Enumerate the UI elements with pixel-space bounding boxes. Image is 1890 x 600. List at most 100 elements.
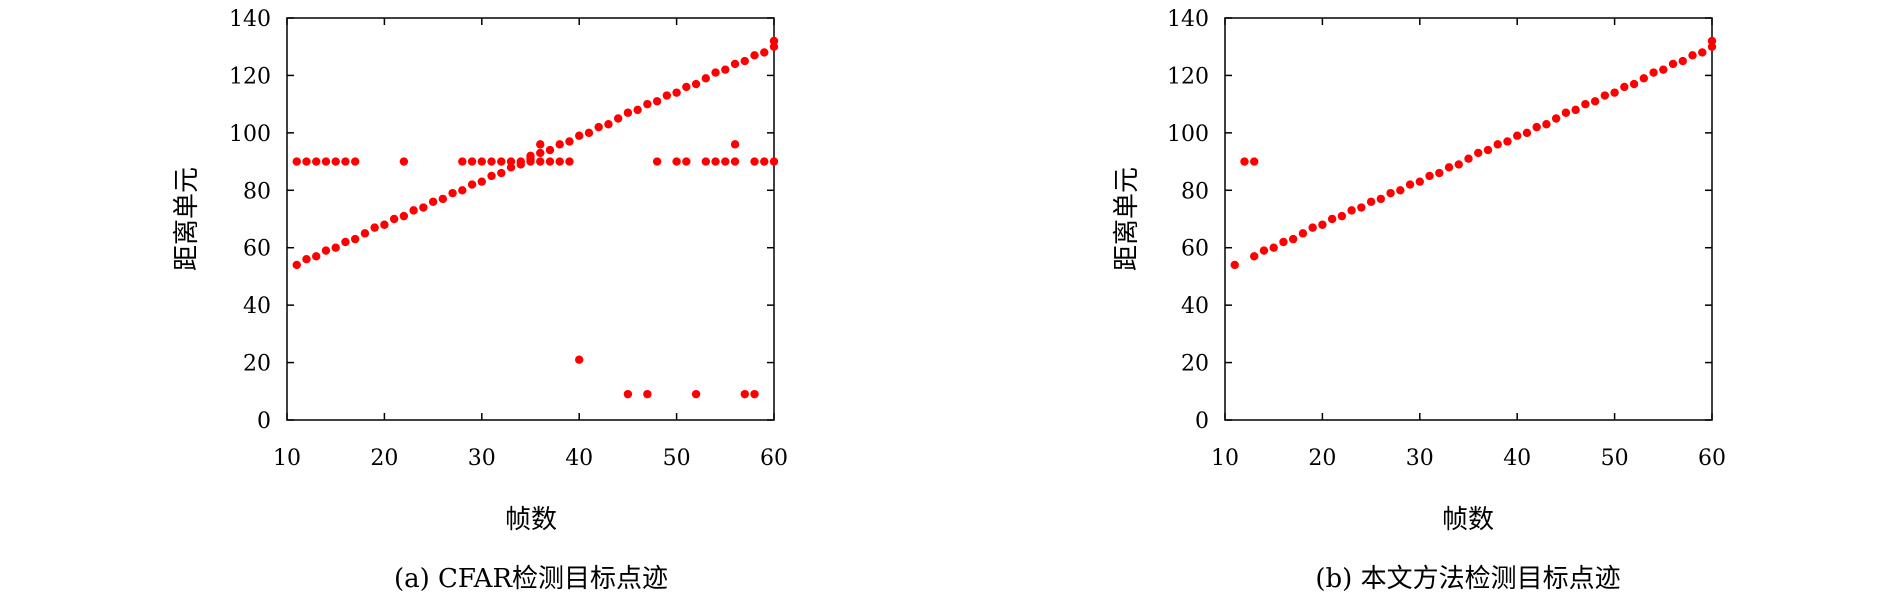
x-tick-label: 60 <box>1698 446 1726 471</box>
y-tick-label: 40 <box>1181 294 1209 319</box>
data-point <box>428 197 438 206</box>
data-point <box>1250 252 1259 261</box>
data-point <box>1590 97 1600 106</box>
data-point <box>760 157 769 166</box>
data-point <box>497 157 506 166</box>
data-point <box>1376 194 1386 204</box>
data-point <box>594 122 603 132</box>
data-point <box>409 206 418 215</box>
data-point <box>1366 197 1376 206</box>
data-point <box>750 51 759 60</box>
data-point <box>740 389 749 399</box>
data-point <box>1415 177 1425 186</box>
data-point <box>312 157 321 166</box>
data-point <box>1464 154 1473 163</box>
data-point <box>682 82 691 92</box>
data-point <box>487 157 496 166</box>
plot-frame <box>286 17 775 421</box>
data-point <box>312 252 321 261</box>
data-point <box>321 157 331 166</box>
data-point <box>1250 157 1259 166</box>
data-point <box>652 97 662 106</box>
data-point <box>1259 246 1269 255</box>
data-point <box>545 157 555 166</box>
data-point <box>1620 82 1629 92</box>
data-point <box>711 157 720 166</box>
x-tick-label: 50 <box>663 446 691 471</box>
y-tick-label: 80 <box>243 179 271 204</box>
data-point <box>584 128 594 138</box>
data-point <box>360 229 370 238</box>
data-point <box>1357 203 1366 212</box>
data-point <box>623 389 633 399</box>
data-point <box>458 157 467 166</box>
data-point <box>350 234 360 244</box>
data-point <box>721 65 730 74</box>
data-point <box>730 157 740 166</box>
y-axis-label: 距离单元 <box>172 167 202 271</box>
data-point <box>1639 74 1649 83</box>
x-tick-label: 10 <box>1211 446 1239 471</box>
data-point <box>691 389 701 399</box>
data-point <box>1240 157 1249 166</box>
data-point <box>633 105 642 115</box>
data-point <box>623 108 633 117</box>
data-point <box>1405 180 1415 189</box>
data-point <box>1542 120 1551 129</box>
data-point <box>1347 206 1356 215</box>
x-tick-label: 60 <box>760 446 788 471</box>
data-point <box>730 59 740 69</box>
data-point <box>292 157 301 166</box>
chart-panel-a: 10 20 30 40 50 60 0 20 40 60 80 100 120 140 距离单元 帧数 (… <box>172 7 788 594</box>
data-point <box>399 211 409 221</box>
data-point <box>380 220 389 229</box>
data-point <box>750 157 759 166</box>
data-point <box>1707 42 1717 51</box>
data-point <box>302 157 311 166</box>
data-point <box>769 36 779 46</box>
data-point <box>1698 48 1707 57</box>
data-point <box>1532 122 1541 132</box>
data-point <box>604 120 613 129</box>
data-point <box>711 68 720 77</box>
data-point <box>1288 234 1298 244</box>
data-point <box>1649 68 1658 77</box>
data-point <box>302 255 311 264</box>
x-tick-label: 20 <box>1308 446 1336 471</box>
data-point <box>341 237 350 247</box>
data-point <box>1298 229 1308 238</box>
data-point <box>691 79 701 89</box>
scatter-points <box>292 36 779 399</box>
data-point <box>555 140 564 149</box>
x-tick-label: 40 <box>565 446 593 471</box>
y-tick-label: 120 <box>1167 64 1209 89</box>
data-point <box>1327 214 1337 224</box>
chart-panel-b: 10 20 30 40 50 60 0 20 40 60 80 100 120 140 距离单元 帧数 (… <box>1112 7 1726 594</box>
data-point <box>575 355 584 364</box>
data-point <box>448 188 457 198</box>
data-point <box>730 140 740 149</box>
x-tick-label: 30 <box>1406 446 1434 471</box>
x-tick-label: 50 <box>1601 446 1629 471</box>
y-tick-label: 60 <box>1181 237 1209 262</box>
y-tick-label: 140 <box>1167 7 1209 32</box>
y-tick-label: 40 <box>243 294 271 319</box>
y-axis-label: 距离单元 <box>1112 167 1142 271</box>
tick-marks <box>286 17 775 421</box>
data-point <box>1600 91 1610 100</box>
data-point <box>370 223 379 232</box>
data-point <box>526 151 535 161</box>
data-point <box>575 131 584 140</box>
data-point <box>1454 160 1463 169</box>
data-point <box>1610 88 1619 97</box>
data-point <box>1483 145 1493 155</box>
data-point <box>1308 223 1317 232</box>
data-point <box>565 137 574 146</box>
y-tick-label: 0 <box>257 409 271 434</box>
data-point <box>458 186 467 195</box>
data-point <box>1318 220 1327 229</box>
data-point <box>536 157 545 166</box>
chart-caption: (a) CFAR检测目标点迹 <box>394 564 668 594</box>
data-point <box>565 157 574 166</box>
